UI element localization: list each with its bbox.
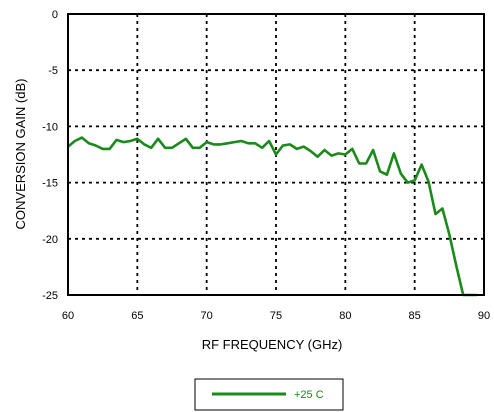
x-tick-labels: 60 65 70 75 80 85 90 (62, 310, 490, 322)
x-tick-label: 80 (339, 310, 351, 322)
x-axis-title: RF FREQUENCY (GHz) (202, 337, 343, 352)
x-tick-label: 75 (270, 310, 282, 322)
x-tick-label: 90 (478, 310, 490, 322)
x-tick-label: 65 (131, 310, 143, 322)
series-layer (67, 136, 478, 297)
x-tick-label: 70 (201, 310, 213, 322)
y-tick-label: -15 (42, 178, 58, 190)
series-line-0 (67, 136, 478, 297)
y-tick-label: 0 (52, 9, 58, 21)
plot-frame (67, 13, 485, 296)
y-tick-label: -10 (42, 121, 58, 133)
legend: +25 C (194, 378, 344, 411)
y-axis-title: CONVERSION GAIN (dB) (13, 79, 28, 230)
y-tick-labels: 0 -5 -10 -15 -20 -25 (42, 9, 58, 302)
legend-label-25c: +25 C (294, 389, 324, 401)
y-tick-label: -25 (42, 290, 58, 302)
x-tick-label: 60 (62, 310, 74, 322)
y-tick-label: -5 (48, 65, 58, 77)
y-tick-label: -20 (42, 234, 58, 246)
x-tick-label: 85 (409, 310, 421, 322)
